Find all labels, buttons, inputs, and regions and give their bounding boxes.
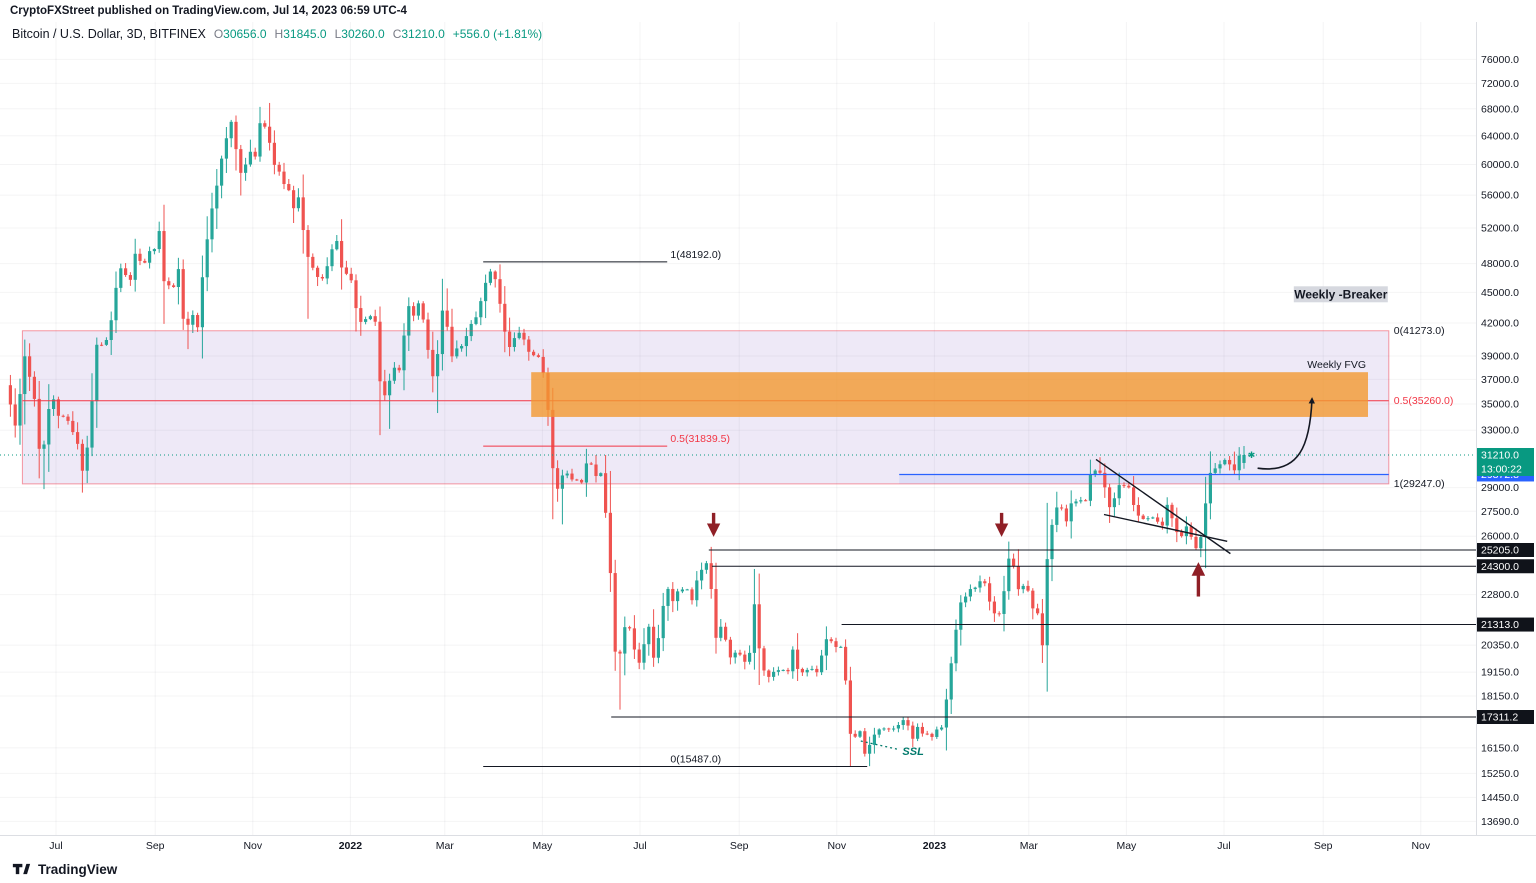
candlestick-chart[interactable]: 0(41273.0) 0.5(35260.0) 1(29247.0) Weekly F… [0, 22, 1536, 855]
svg-text:68000.0: 68000.0 [1481, 103, 1519, 115]
svg-text:52000.0: 52000.0 [1481, 223, 1519, 235]
svg-text:56000.0: 56000.0 [1481, 190, 1519, 202]
svg-text:18150.0: 18150.0 [1481, 690, 1519, 702]
svg-text:48000.0: 48000.0 [1481, 258, 1519, 270]
june-2022-fib: 1(48192.0) 0.5(31839.5) 0(15487.0) [483, 249, 868, 768]
svg-text:0(15487.0): 0(15487.0) [670, 754, 721, 766]
curved-arrow [1257, 397, 1316, 470]
svg-text:21313.0: 21313.0 [1481, 619, 1519, 631]
svg-text:39000.0: 39000.0 [1481, 350, 1519, 362]
svg-text:Nov: Nov [827, 840, 846, 852]
weekly-fvg-label: Weekly FVG [1307, 359, 1366, 371]
svg-text:Nov: Nov [243, 840, 262, 852]
ohlc-high-value: 31845.0 [283, 27, 327, 41]
svg-text:24300.0: 24300.0 [1481, 561, 1519, 573]
ohlc-close-value: 31210.0 [401, 27, 445, 41]
svg-text:19150.0: 19150.0 [1481, 667, 1519, 679]
svg-text:May: May [532, 840, 553, 852]
price-axis-badges: 25205.024300.021313.017311.229872.831210… [1477, 447, 1534, 725]
ohlc-high-label: H [274, 27, 284, 41]
weekly-breaker-label-bg [1293, 286, 1388, 303]
ohlc-open-label: O [213, 27, 224, 41]
candles-layer [8, 102, 1246, 767]
ohlc-low-value: 30260.0 [341, 27, 385, 41]
svg-text:42000.0: 42000.0 [1481, 318, 1519, 330]
time-scale[interactable]: Jul Sep Nov 2022 Mar May Jul Sep Nov 2023 Mar May Ju… [0, 835, 1536, 853]
svg-text:0.5(35260.0): 0.5(35260.0) [1394, 395, 1454, 407]
svg-text:35000.0: 35000.0 [1481, 399, 1519, 411]
svg-text:Sep: Sep [146, 840, 165, 852]
price-scale[interactable]: 76000.0 72000.0 68000.0 64000.0 60000.0 56000… [1476, 22, 1520, 835]
falling-wedge [1095, 458, 1231, 555]
svg-text:17311.2: 17311.2 [1481, 712, 1518, 724]
svg-text:20350.0: 20350.0 [1481, 640, 1519, 652]
svg-text:13:00:22: 13:00:22 [1481, 463, 1522, 475]
svg-text:76000.0: 76000.0 [1481, 54, 1519, 66]
weekly-breaker-label: Weekly -Breaker [1294, 287, 1388, 301]
svg-text:May: May [1116, 840, 1137, 852]
footer-bar: TradingView [0, 855, 1536, 883]
horizontal-rays [611, 549, 1476, 718]
weekly-fvg-box [531, 372, 1368, 417]
svg-text:14450.0: 14450.0 [1481, 792, 1519, 804]
svg-text:Mar: Mar [436, 840, 455, 852]
svg-text:Jul: Jul [1217, 840, 1230, 852]
blue-band [899, 474, 1389, 484]
tradingview-logo-icon[interactable] [12, 861, 31, 877]
svg-text:Jul: Jul [633, 840, 646, 852]
svg-text:0.5(31839.5): 0.5(31839.5) [670, 433, 730, 445]
ohlc-low-label: L [334, 27, 342, 41]
svg-text:60000.0: 60000.0 [1481, 159, 1519, 171]
svg-text:15250.0: 15250.0 [1481, 768, 1519, 780]
svg-text:13690.0: 13690.0 [1481, 816, 1519, 828]
svg-text:31210.0: 31210.0 [1481, 449, 1519, 461]
publish-text: CryptoFXStreet published on TradingView.… [10, 5, 407, 17]
symbol-title[interactable]: Bitcoin / U.S. Dollar, 3D, BITFINEX [12, 27, 206, 41]
ohlc-close-label: C [392, 27, 402, 41]
svg-text:Nov: Nov [1411, 840, 1430, 852]
svg-text:72000.0: 72000.0 [1481, 78, 1519, 90]
svg-text:22800.0: 22800.0 [1481, 589, 1519, 601]
svg-text:1(48192.0): 1(48192.0) [670, 249, 721, 261]
svg-text:2023: 2023 [923, 840, 947, 852]
svg-text:Sep: Sep [1314, 840, 1333, 852]
svg-text:64000.0: 64000.0 [1481, 130, 1519, 142]
svg-text:0(41273.0): 0(41273.0) [1394, 325, 1445, 337]
svg-text:26000.0: 26000.0 [1481, 531, 1519, 543]
publish-bar: CryptoFXStreet published on TradingView.… [0, 0, 1536, 22]
svg-text:1(29247.0): 1(29247.0) [1394, 478, 1445, 490]
ssl-label: SSL [902, 746, 924, 758]
svg-text:2022: 2022 [339, 840, 363, 852]
last-price-marker: ✱ [1248, 450, 1256, 460]
svg-text:27500.0: 27500.0 [1481, 506, 1519, 518]
svg-text:37000.0: 37000.0 [1481, 374, 1519, 386]
ohlc-open-value: 30656.0 [223, 27, 267, 41]
tradingview-wordmark[interactable]: TradingView [38, 861, 118, 877]
svg-text:Mar: Mar [1020, 840, 1039, 852]
symbol-legend: Bitcoin / U.S. Dollar, 3D, BITFINEX O 306… [12, 27, 542, 41]
svg-text:Sep: Sep [730, 840, 749, 852]
svg-text:45000.0: 45000.0 [1481, 287, 1519, 299]
ssl-dotted-line [860, 740, 898, 750]
change-value: +556.0 (+1.81%) [452, 27, 543, 41]
chart-area: 0(41273.0) 0.5(35260.0) 1(29247.0) Weekly F… [0, 22, 1536, 855]
svg-text:33000.0: 33000.0 [1481, 425, 1519, 437]
svg-text:25205.0: 25205.0 [1481, 544, 1519, 556]
svg-text:29000.0: 29000.0 [1481, 482, 1519, 494]
svg-text:Jul: Jul [49, 840, 62, 852]
svg-text:16150.0: 16150.0 [1481, 742, 1519, 754]
